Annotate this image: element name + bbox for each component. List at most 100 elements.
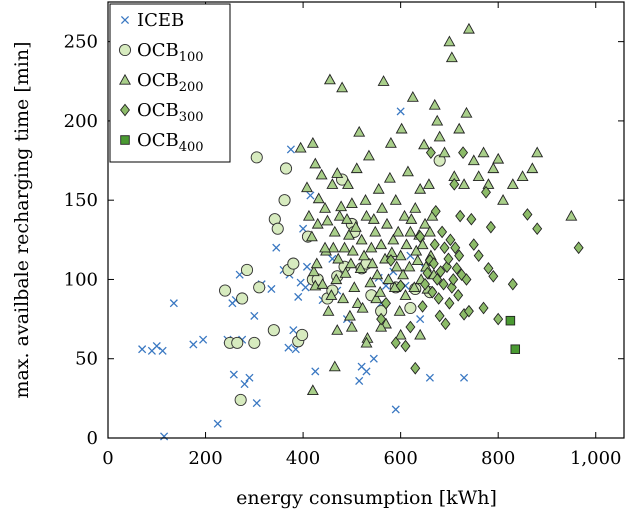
data-point (311, 217, 324, 229)
data-point (473, 249, 484, 263)
legend: ICEB OCB100 OCB200 OCB300 OCB400 (109, 3, 231, 163)
data-point (430, 204, 441, 218)
y-tick-label: 150 (64, 190, 98, 211)
data-point (351, 297, 364, 308)
series-ocb400 (505, 315, 521, 354)
data-point (416, 315, 425, 324)
legend-item: OCB100 (118, 40, 204, 65)
data-point (401, 165, 414, 177)
data-point (271, 222, 284, 235)
data-point (359, 194, 372, 205)
data-point (505, 315, 516, 326)
data-point (252, 399, 261, 408)
data-point (510, 344, 521, 354)
data-point (327, 241, 340, 253)
data-point (294, 292, 303, 301)
data-point (395, 122, 408, 134)
data-point (377, 75, 390, 86)
data-point (160, 432, 169, 441)
data-point (458, 146, 469, 159)
data-point (315, 168, 328, 180)
data-point (448, 273, 459, 286)
data-point (364, 276, 377, 288)
data-point (433, 154, 446, 167)
data-point (404, 301, 417, 315)
data-point (493, 312, 504, 326)
data-point (240, 380, 249, 389)
data-point (301, 283, 310, 292)
data-point (296, 328, 309, 341)
data-point (438, 146, 451, 158)
data-point (433, 292, 444, 305)
data-point (299, 224, 308, 233)
data-point (372, 182, 385, 194)
data-point (385, 254, 396, 267)
data-point (301, 181, 313, 193)
data-point (435, 265, 446, 278)
data-point (302, 262, 312, 271)
data-point (468, 238, 479, 251)
plot-area (138, 22, 584, 441)
data-point (348, 281, 361, 292)
y-tick-label: 50 (75, 349, 98, 370)
data-point (398, 209, 411, 221)
data-point (240, 263, 254, 276)
legend-marker (120, 135, 130, 145)
data-point (425, 146, 436, 159)
data-point (375, 238, 388, 250)
data-point (302, 209, 315, 221)
data-point (454, 249, 465, 263)
data-point (374, 286, 387, 297)
data-point (400, 238, 413, 250)
data-point (382, 273, 395, 285)
data-point (284, 343, 293, 352)
data-point (419, 217, 431, 229)
data-point (429, 238, 440, 251)
data-point (438, 277, 449, 291)
data-point (532, 222, 543, 236)
data-point (399, 289, 412, 300)
legend-label: ICEB (137, 10, 184, 31)
data-point (342, 228, 355, 240)
data-point (458, 178, 471, 189)
data-point (461, 273, 472, 286)
legend-marker (120, 103, 130, 117)
data-point (416, 238, 429, 250)
data-point (391, 405, 400, 414)
data-point (400, 339, 411, 353)
data-point (236, 292, 249, 305)
data-point (565, 209, 578, 221)
data-point (321, 214, 334, 226)
data-point (440, 317, 451, 331)
data-point (467, 154, 480, 166)
y-tick-label: 100 (64, 269, 98, 290)
x-tick-label: 1,000 (570, 448, 622, 469)
data-point (355, 233, 368, 245)
data-point (339, 266, 352, 278)
data-point (393, 305, 406, 316)
data-point (345, 197, 358, 208)
data-point (394, 249, 407, 261)
data-point (245, 373, 254, 382)
x-tick-label: 800 (481, 448, 515, 469)
data-point (278, 194, 291, 207)
x-axis-label: energy consumption [kWh] (236, 487, 497, 509)
x-tick-label: 0 (102, 448, 113, 469)
x-tick-label: 400 (286, 448, 320, 469)
data-point (425, 373, 434, 382)
data-point (394, 328, 407, 340)
data-point (453, 288, 464, 302)
data-point (450, 241, 461, 255)
data-point (360, 336, 373, 348)
data-point (492, 152, 505, 164)
data-point (390, 336, 401, 350)
data-point (306, 136, 319, 148)
data-point (229, 370, 238, 379)
data-point (376, 201, 389, 213)
data-point (478, 301, 489, 315)
data-point (445, 233, 456, 247)
data-point (326, 178, 339, 189)
data-point (272, 243, 281, 252)
data-point (366, 257, 379, 269)
